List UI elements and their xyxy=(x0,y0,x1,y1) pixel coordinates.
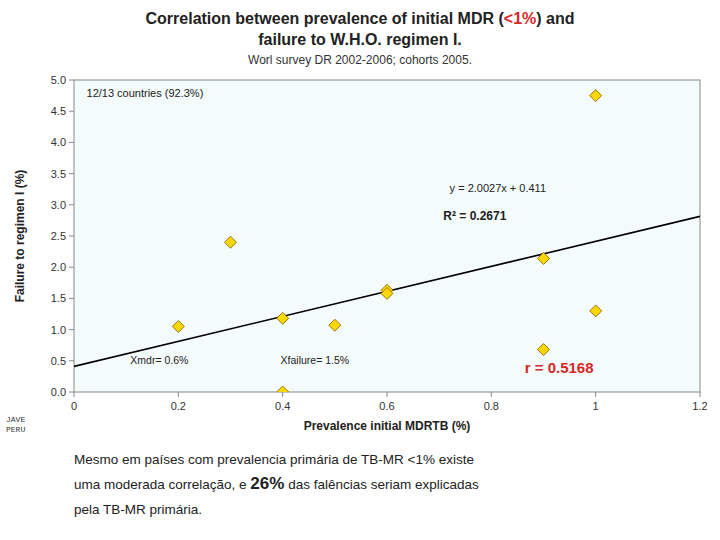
x-tick-label: 1 xyxy=(593,400,599,412)
y-axis-label: Failure to regimen I (%) xyxy=(13,170,27,303)
title-segment: failure to W.H.O. regimen I. xyxy=(258,31,462,48)
footer-segment: uma moderada correlação, e xyxy=(74,477,250,492)
y-tick-label: 0.5 xyxy=(51,355,66,367)
x-tick xyxy=(387,392,388,397)
annotation: y = 2.0027x + 0.411 xyxy=(450,182,546,194)
y-tick xyxy=(69,173,74,174)
footer-segment: pela TB-MR primária. xyxy=(74,502,202,517)
y-tick xyxy=(69,392,74,393)
y-tick xyxy=(69,204,74,205)
y-tick xyxy=(69,80,74,81)
y-tick xyxy=(69,142,74,143)
plot-frame xyxy=(74,80,700,392)
x-tick-label: 0 xyxy=(71,400,77,412)
point xyxy=(590,305,602,317)
x-tick xyxy=(491,392,492,397)
y-tick xyxy=(69,267,74,268)
y-tick-label: 5.0 xyxy=(51,74,66,86)
y-tick xyxy=(69,298,74,299)
point xyxy=(590,90,602,102)
regression-line xyxy=(74,216,700,366)
y-tick-label: 1.0 xyxy=(51,324,66,336)
x-tick xyxy=(700,392,701,397)
point xyxy=(277,312,289,324)
title: Correlation between prevalence of initia… xyxy=(146,10,575,27)
annotation: Xfailure= 1.5% xyxy=(281,354,350,366)
annotation: R² = 0.2671 xyxy=(443,209,506,223)
credit-line: JAVE xyxy=(6,415,25,424)
x-axis-label: Prevalence initial MDRTB (%) xyxy=(304,419,471,433)
point xyxy=(225,236,237,248)
y-tick-label: 1.5 xyxy=(51,292,66,304)
x-tick xyxy=(595,392,596,397)
y-tick-label: 2.0 xyxy=(51,261,66,273)
x-tick xyxy=(282,392,283,397)
x-tick-label: 0.4 xyxy=(275,400,290,412)
point xyxy=(172,320,184,332)
point xyxy=(381,287,393,299)
annotation: 12/13 countries (92.3%) xyxy=(87,87,204,99)
y-tick-label: 0.0 xyxy=(51,386,66,398)
annotation: Xmdr= 0.6% xyxy=(130,354,188,366)
data-layer xyxy=(74,90,700,392)
footer: Mesmo em países com prevalencia primária… xyxy=(74,452,474,467)
footer-segment: 26% xyxy=(250,474,284,493)
footer: pela TB-MR primária. xyxy=(74,502,202,517)
y-tick xyxy=(69,360,74,361)
y-tick xyxy=(69,111,74,112)
credit-line: PERU xyxy=(6,425,25,434)
chart: Correlation between prevalence of initia… xyxy=(0,0,720,540)
y-tick xyxy=(69,329,74,330)
point xyxy=(277,386,289,392)
subtitle: Worl survey DR 2002-2006; cohorts 2005. xyxy=(248,53,472,67)
title-segment: ) and xyxy=(536,10,574,27)
x-tick-label: 1.2 xyxy=(692,400,707,412)
y-tick-label: 3.0 xyxy=(51,199,66,211)
x-tick-label: 0.6 xyxy=(379,400,394,412)
point xyxy=(538,344,550,356)
x-tick-label: 0.8 xyxy=(484,400,499,412)
title-segment: Correlation between prevalence of initia… xyxy=(146,10,505,27)
plot-background xyxy=(74,80,700,392)
footer: uma moderada correlação, e 26% das falên… xyxy=(74,474,479,493)
title: failure to W.H.O. regimen I. xyxy=(258,31,462,48)
y-tick-label: 4.5 xyxy=(51,105,66,117)
footer-segment: Mesmo em países com prevalencia primária… xyxy=(74,452,474,467)
point xyxy=(329,319,341,331)
annotation: r = 0.5168 xyxy=(525,359,594,376)
x-tick xyxy=(74,392,75,397)
y-tick-label: 2.5 xyxy=(51,230,66,242)
y-tick-label: 3.5 xyxy=(51,168,66,180)
point xyxy=(538,252,550,264)
credit: JAVEPERU xyxy=(6,415,25,434)
x-tick-label: 0.2 xyxy=(171,400,186,412)
y-tick xyxy=(69,236,74,237)
footer-segment: das falências seriam explicadas xyxy=(284,477,479,492)
x-tick xyxy=(178,392,179,397)
y-tick-label: 4.0 xyxy=(51,136,66,148)
title-segment: <1% xyxy=(504,10,536,27)
